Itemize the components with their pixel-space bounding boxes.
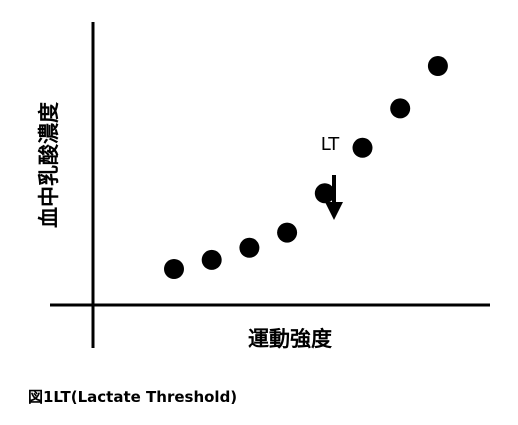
data-point-5 xyxy=(314,183,335,204)
data-point-2 xyxy=(201,249,222,270)
lt-annotation: LT xyxy=(321,134,343,220)
data-point-3 xyxy=(239,237,260,258)
data-point-6 xyxy=(352,137,373,158)
data-point-4 xyxy=(277,222,298,243)
lt-arrow-head xyxy=(325,202,343,220)
data-points xyxy=(164,56,448,279)
lt-label: LT xyxy=(321,134,341,155)
x-axis-label: 運動強度 xyxy=(248,327,332,351)
y-axis-label: 血中乳酸濃度 xyxy=(37,102,61,228)
figure-caption: 図1LT(Lactate Threshold) xyxy=(28,388,238,406)
data-point-7 xyxy=(390,98,411,119)
data-point-1 xyxy=(164,259,184,279)
data-point-8 xyxy=(427,56,448,76)
